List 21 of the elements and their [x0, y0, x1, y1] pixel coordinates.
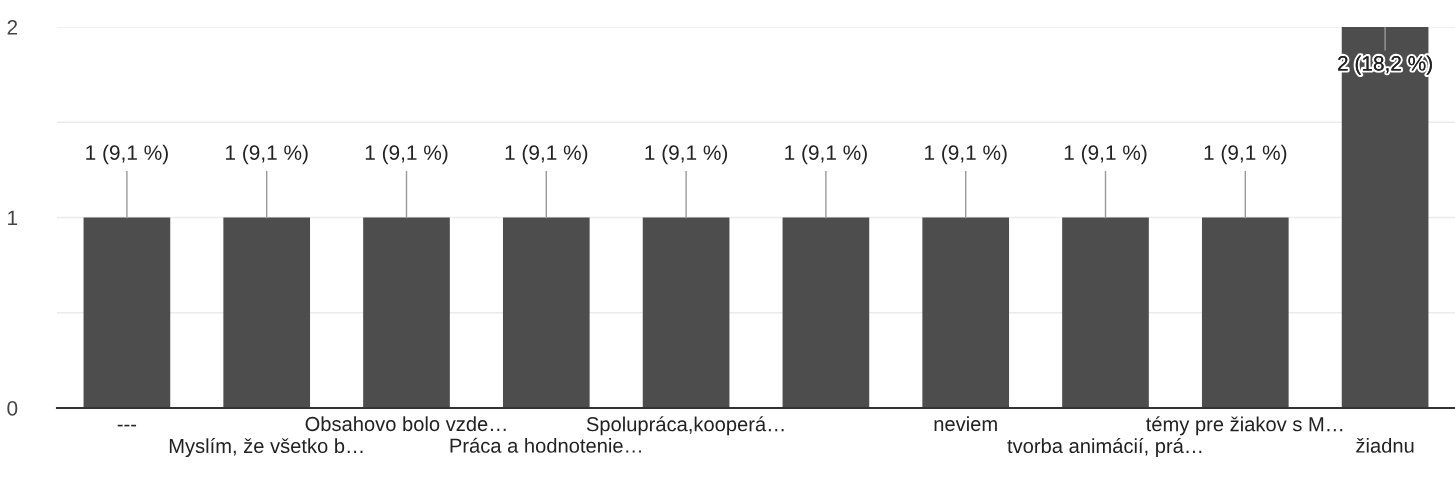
x-tick-label: témy pre žiakov s M…	[1146, 416, 1343, 436]
x-tick-label: Obsahovo bolo vzde…	[305, 416, 506, 432]
x-tick-label: Myslím, že všetko b…	[169, 438, 363, 458]
y-tick-label: 2	[7, 20, 18, 35]
data-label: 1 (9,1 %)	[1064, 144, 1147, 165]
x-tick-label: ---	[117, 424, 137, 427]
x-tick-label: tvorba animácií, prá…	[1007, 438, 1202, 458]
data-label: 1 (9,1 %)	[785, 144, 867, 165]
data-label: 1 (9,1 %)	[365, 144, 448, 165]
data-label: 1 (9,1 %)	[505, 144, 588, 165]
x-tick-label: neviem	[934, 416, 997, 432]
x-tick-label: žiadnu	[1356, 437, 1414, 453]
x-tick-label: Spolupráca,kooperá…	[586, 416, 784, 436]
y-tick-label: 1	[8, 210, 18, 226]
data-label: 1 (9,1 %)	[645, 144, 728, 165]
y-tick-label: 0	[7, 401, 18, 416]
data-label: 1 (9,1 %)	[86, 144, 168, 165]
data-label: 1 (9,1 %)	[925, 144, 1007, 165]
data-label: 1 (9,1 %)	[226, 144, 308, 165]
x-tick-label: Práca a hodnotenie…	[450, 437, 641, 453]
data-label: 1 (9,1 %)	[1204, 144, 1287, 165]
